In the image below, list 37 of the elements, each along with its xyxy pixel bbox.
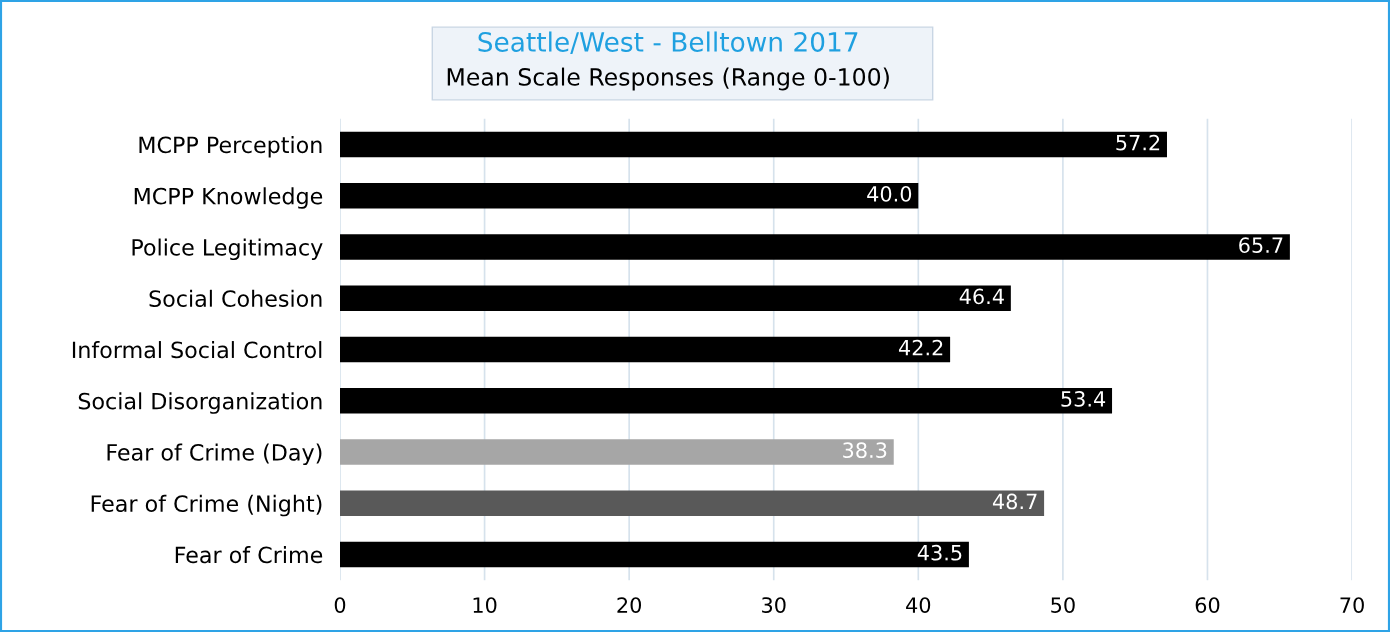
x-tick-label: 20 (617, 597, 642, 613)
x-tick-label: 70 (1340, 597, 1364, 613)
y-tick-label: Fear of Crime (Day) (107, 443, 322, 466)
data-label: 43.5 (917, 544, 962, 561)
bar (339, 387, 1113, 414)
data-label: 53.4 (1061, 391, 1106, 407)
bar (339, 131, 1167, 158)
y-tick-label: MCPP Knowledge (134, 187, 323, 209)
y-tick-label: Informal Social Control (72, 341, 322, 359)
bar (339, 541, 969, 568)
bar (339, 439, 894, 465)
bar (339, 285, 1011, 312)
x-tick-label: 0 (334, 597, 346, 613)
x-tick-label: 40 (906, 597, 931, 613)
chart-title: Seattle/West - Belltown 2017 (478, 31, 858, 54)
x-tick-label: 60 (1195, 597, 1220, 613)
data-label: 38.3 (843, 442, 887, 459)
bar (339, 182, 919, 209)
x-tick-label: 30 (762, 597, 786, 613)
y-tick-label: Social Cohesion (149, 289, 322, 307)
data-label: 57.2 (1116, 134, 1160, 151)
data-label: 46.4 (959, 288, 1004, 305)
bar (339, 234, 1290, 260)
y-tick-label: Fear of Crime (Night) (91, 494, 322, 517)
y-tick-label: Police Legitimacy (132, 238, 323, 261)
data-label: 65.7 (1239, 237, 1283, 254)
y-tick-label: MCPP Perception (139, 136, 322, 158)
data-label: 48.7 (992, 493, 1037, 510)
data-label: 42.2 (898, 339, 943, 356)
data-label: 40.0 (867, 186, 912, 202)
y-tick-label: Fear of Crime (175, 546, 323, 564)
x-tick-label: 10 (473, 597, 497, 613)
bar (339, 336, 951, 363)
bar (339, 490, 1045, 517)
chart-subtitle: Mean Scale Responses (Range 0-100) (447, 67, 889, 91)
y-tick-label: Social Disorganization (78, 392, 322, 414)
x-tick-label: 50 (1051, 597, 1075, 613)
